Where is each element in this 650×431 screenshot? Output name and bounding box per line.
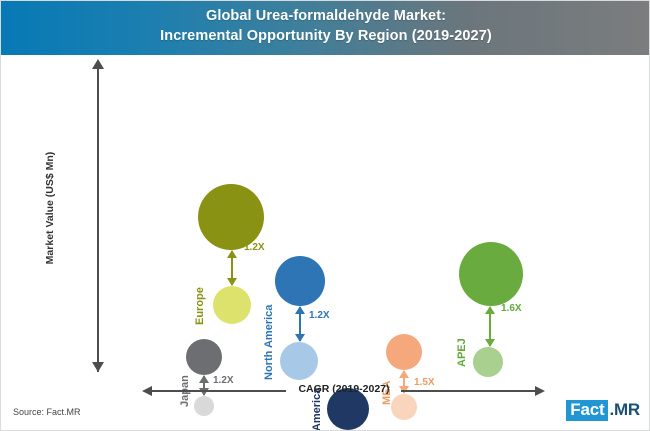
connector-arrowhead-up: [199, 375, 209, 383]
x-axis: CAGR (2019-2027): [1, 378, 649, 404]
bubble-large-latin-america: [327, 388, 369, 430]
factmr-logo: Fact .MR: [566, 399, 640, 421]
y-axis-arrowhead-up: [92, 59, 104, 69]
connector-arrowhead-up: [227, 250, 237, 258]
connector-arrow-japan: [203, 376, 205, 395]
multiplier-label-japan: 1.2X: [213, 375, 234, 386]
y-axis-arrowhead-down: [92, 362, 104, 372]
x-axis-line-left: [151, 390, 286, 392]
chart-title-line-1: Global Urea-formaldehyde Market:: [205, 8, 447, 24]
bubble-group: 1.2X Europe: [1, 55, 649, 378]
bubble-group: 1.2XJapan: [1, 55, 649, 416]
connector-arrowhead-up: [295, 306, 305, 314]
source-text: Source: Fact.MR: [13, 407, 81, 417]
bubble-small-north-america: [280, 342, 318, 380]
bubble-group: 1.2X North America: [1, 55, 649, 380]
x-axis-arrowhead-right: [535, 386, 545, 396]
x-axis-arrowhead-left: [142, 386, 152, 396]
connector-arrowhead-down: [485, 339, 495, 347]
plot-area: Market Value (US$ Mn) 1.2X Europe 1.2X Nort…: [1, 55, 649, 430]
connector-arrow-europe: [231, 251, 233, 285]
connector-arrowhead-up: [485, 306, 495, 314]
bubble-large-mea: [386, 334, 422, 370]
bubble-large-europe: [198, 184, 264, 250]
chart-title-line-2: Incremental Opportunity By Region (2019-…: [160, 28, 492, 44]
bubble-large-japan: [186, 339, 222, 375]
x-axis-label: CAGR (2019-2027): [298, 383, 390, 395]
x-axis-line-right: [401, 390, 536, 392]
connector-arrowhead-down: [295, 334, 305, 342]
multiplier-label-north-america: 1.2X: [309, 310, 330, 321]
connector-arrow-north-america: [299, 307, 301, 341]
region-label-apej: APEJ: [456, 338, 468, 367]
logo-mr-text: .MR: [609, 400, 640, 419]
bubble-large-apej: [459, 242, 523, 306]
logo-fact-text: Fact: [566, 399, 609, 421]
bubble-group: 1.5XLatin America: [1, 55, 649, 430]
connector-arrowhead-down: [199, 388, 209, 396]
connector-arrow-mea: [403, 371, 405, 393]
connector-arrowhead-up: [399, 370, 409, 378]
y-axis-line: [97, 67, 99, 372]
bubble-group: 1.5X MEA: [1, 55, 649, 420]
multiplier-label-apej: 1.6X: [501, 303, 522, 314]
connector-arrowhead-down: [227, 278, 237, 286]
bubble-group: 1.6X APEJ: [1, 55, 649, 378]
bubble-small-mea: [391, 394, 417, 420]
chart-header-banner: Global Urea-formaldehyde Market: Increme…: [1, 1, 649, 55]
multiplier-label-europe: 1.2X: [244, 242, 265, 253]
bubble-small-apej: [473, 347, 503, 377]
multiplier-label-mea: 1.5X: [414, 377, 435, 388]
bubble-small-japan: [194, 396, 214, 416]
chart-footer: Source: Fact.MR Fact .MR: [1, 378, 649, 430]
connector-arrow-apej: [489, 307, 491, 346]
bubble-large-north-america: [275, 256, 325, 306]
bubble-small-europe: [213, 286, 251, 324]
